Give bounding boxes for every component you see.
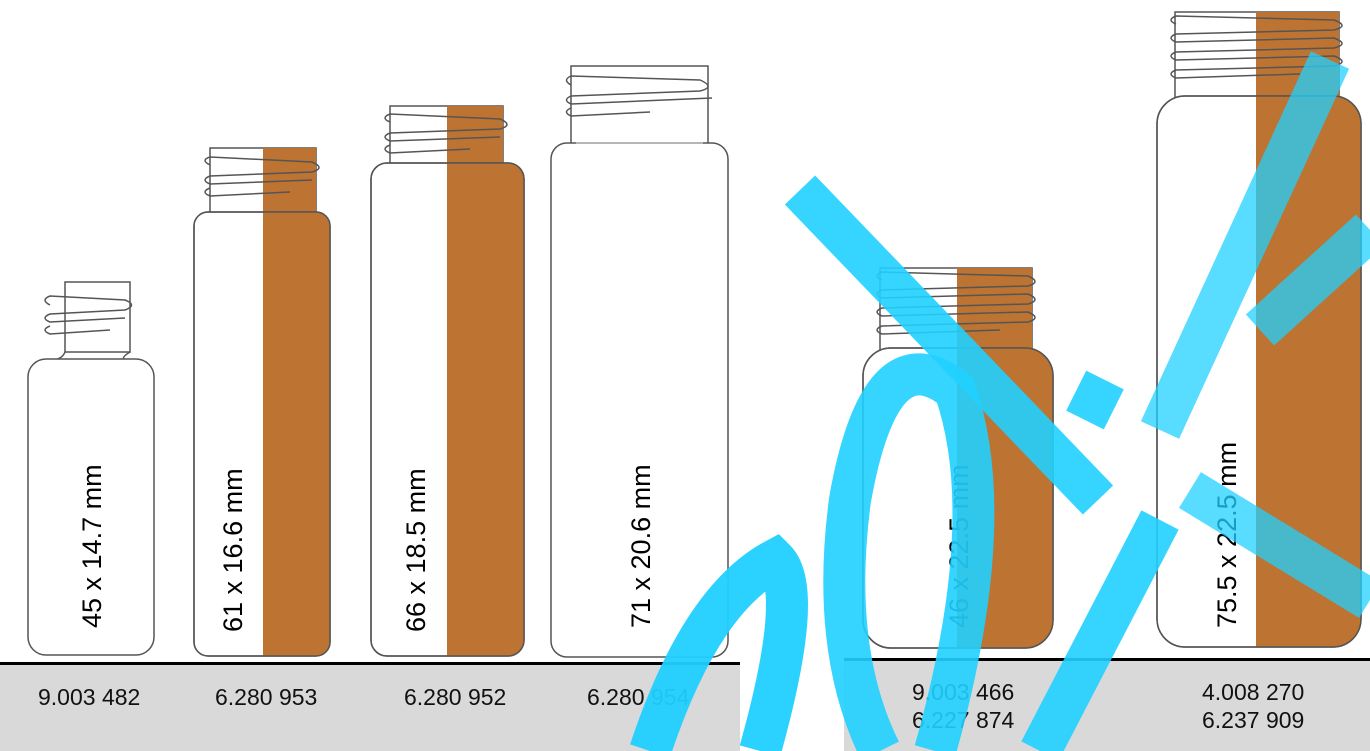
vial-3-dimension: 66 x 18.5 mm — [401, 468, 431, 632]
vial-6-neck-amber — [1256, 12, 1339, 98]
vial-4-code: 6.280 954 — [587, 684, 690, 710]
vial-5-dimension: 46 x 22.5 mm — [944, 464, 974, 628]
vial-4-dimension: 71 x 20.6 mm — [626, 464, 656, 628]
vial-4 — [550, 65, 729, 658]
vial-1-body — [27, 358, 155, 656]
vial-5-code-1: 9.003 466 — [912, 679, 1015, 705]
vial-2-dimension: 61 x 16.6 mm — [218, 468, 248, 632]
vial-1 — [27, 281, 155, 656]
vial-3-code: 6.280 952 — [404, 684, 507, 710]
footer-divider-left — [0, 662, 740, 665]
vial-6-code-1: 4.008 270 — [1202, 679, 1305, 705]
vial-3 — [370, 105, 525, 657]
vial-6 — [1156, 11, 1362, 648]
vial-5-neck-amber — [957, 268, 1032, 350]
vial-6-dimension: 75.5 x 22.5 mm — [1212, 442, 1242, 628]
vial-1-code: 9.003 482 — [38, 684, 141, 710]
vial-6-body-amber — [1256, 96, 1361, 647]
vial-2-code: 6.280 953 — [215, 684, 318, 710]
vial-6-code-2: 6.237 909 — [1202, 707, 1305, 733]
vial-2-body-amber — [263, 212, 330, 656]
vial-1-thread — [44, 295, 133, 335]
vial-3-body-amber — [447, 163, 524, 656]
vial-3-neck-amber — [447, 106, 503, 166]
footer-divider-right — [844, 658, 1370, 661]
footer-bar-left — [0, 664, 740, 751]
vial-4-thread — [565, 75, 713, 117]
vial-5-code-2: 6.227 874 — [912, 707, 1015, 733]
vial-1-neck — [64, 281, 131, 353]
vial-2 — [193, 147, 331, 657]
vial-2-thread — [204, 156, 320, 197]
vial-3-thread — [384, 113, 508, 154]
vial-1-dimension: 45 x 14.7 mm — [77, 464, 107, 628]
